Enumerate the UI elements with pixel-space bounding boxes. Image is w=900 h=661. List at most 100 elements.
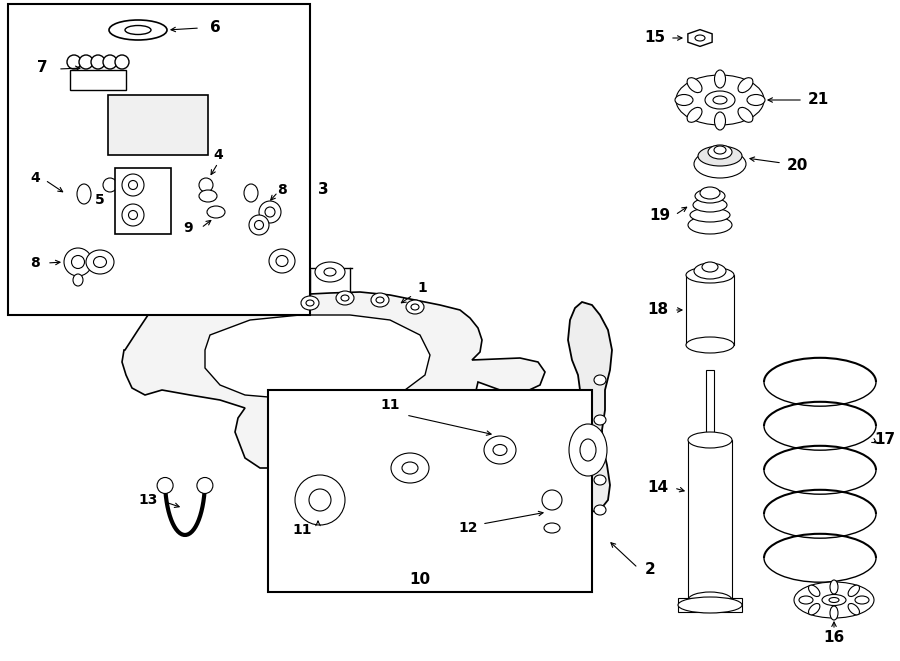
Ellipse shape [411,304,419,310]
Polygon shape [688,30,712,46]
Ellipse shape [855,596,869,604]
Bar [686,275,734,345]
Text: 19: 19 [650,208,670,223]
Ellipse shape [713,96,727,104]
Ellipse shape [594,505,606,515]
Text: 21: 21 [807,93,829,108]
Ellipse shape [694,263,726,279]
Ellipse shape [125,26,151,34]
Ellipse shape [391,453,429,483]
Ellipse shape [544,523,560,533]
Ellipse shape [594,415,606,425]
Ellipse shape [122,204,144,226]
Ellipse shape [129,180,138,190]
Ellipse shape [702,262,718,272]
Ellipse shape [675,95,693,106]
Ellipse shape [830,580,838,594]
Ellipse shape [315,262,345,282]
Ellipse shape [747,95,765,106]
Ellipse shape [259,201,281,223]
Ellipse shape [676,75,764,125]
Ellipse shape [808,603,820,615]
Ellipse shape [693,198,727,212]
Ellipse shape [594,375,606,385]
Ellipse shape [309,489,331,511]
Ellipse shape [71,256,85,268]
Text: 11: 11 [380,398,400,412]
Ellipse shape [687,78,702,93]
Ellipse shape [94,256,106,268]
Ellipse shape [269,249,295,273]
Text: 16: 16 [824,631,844,646]
Ellipse shape [848,585,860,596]
Ellipse shape [708,145,732,159]
Ellipse shape [688,592,732,608]
Ellipse shape [695,189,725,203]
Ellipse shape [109,20,167,40]
Ellipse shape [406,300,424,314]
Ellipse shape [738,107,753,122]
Ellipse shape [686,337,734,353]
Ellipse shape [197,477,213,494]
Ellipse shape [822,594,846,605]
Ellipse shape [705,91,735,109]
Ellipse shape [594,475,606,485]
Text: 4: 4 [213,148,223,162]
Ellipse shape [715,112,725,130]
Text: 5: 5 [95,193,105,207]
Polygon shape [122,292,545,468]
Ellipse shape [249,215,269,235]
Bar [678,598,742,612]
Ellipse shape [794,582,874,618]
Ellipse shape [129,210,138,219]
Text: 10: 10 [410,572,430,588]
Text: 9: 9 [184,221,193,235]
Ellipse shape [295,475,345,525]
Ellipse shape [688,216,732,234]
Ellipse shape [484,436,516,464]
Ellipse shape [376,297,384,303]
Ellipse shape [86,250,114,274]
Bar [706,370,714,440]
Ellipse shape [371,293,389,307]
Ellipse shape [122,174,144,196]
Text: 6: 6 [210,20,220,36]
Ellipse shape [542,490,562,510]
Ellipse shape [79,55,93,69]
Ellipse shape [690,208,730,222]
Ellipse shape [103,55,117,69]
Text: 8: 8 [277,183,287,197]
Ellipse shape [714,146,726,154]
Ellipse shape [341,295,349,301]
Ellipse shape [73,274,83,286]
Ellipse shape [686,267,734,283]
Text: 17: 17 [875,432,896,447]
Text: 11: 11 [292,523,311,537]
Text: 1: 1 [417,281,427,295]
Ellipse shape [255,221,264,229]
Ellipse shape [695,35,705,41]
Ellipse shape [77,184,91,204]
Ellipse shape [687,107,702,122]
Ellipse shape [199,190,217,202]
Ellipse shape [158,477,173,494]
Text: 4: 4 [30,171,40,185]
Bar [688,440,732,600]
Ellipse shape [115,55,129,69]
Text: 13: 13 [139,493,158,507]
Ellipse shape [91,55,105,69]
Ellipse shape [199,178,213,192]
Ellipse shape [848,603,860,615]
Ellipse shape [207,206,225,218]
Ellipse shape [829,598,839,602]
Ellipse shape [402,462,418,474]
Bar [268,390,592,592]
Ellipse shape [569,424,607,476]
Ellipse shape [276,256,288,266]
Ellipse shape [799,596,813,604]
Bar [70,70,126,90]
Ellipse shape [808,585,820,596]
Ellipse shape [688,432,732,448]
Text: 18: 18 [647,303,669,317]
Ellipse shape [103,178,117,192]
